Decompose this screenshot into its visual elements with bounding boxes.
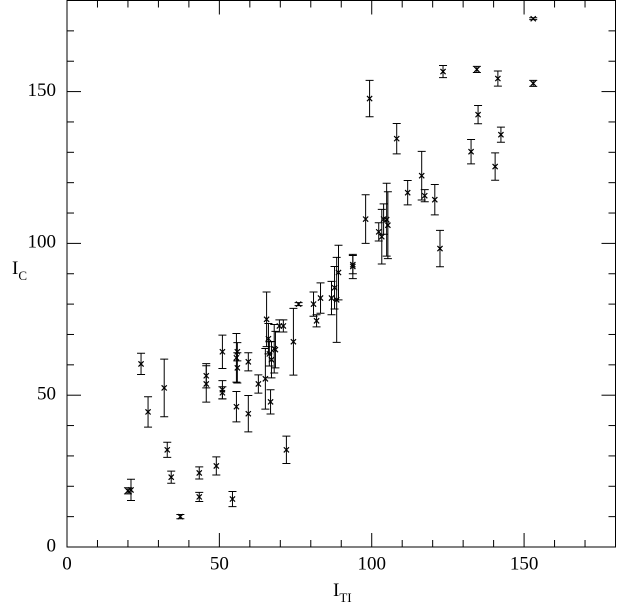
point xyxy=(219,348,226,355)
point xyxy=(168,474,175,481)
point xyxy=(530,15,537,22)
point xyxy=(375,228,382,235)
point xyxy=(255,380,262,387)
point xyxy=(328,295,335,302)
point xyxy=(290,338,297,345)
point xyxy=(349,263,356,270)
point xyxy=(164,446,171,453)
point xyxy=(317,295,324,302)
point xyxy=(262,375,269,382)
point xyxy=(421,192,428,199)
point xyxy=(234,364,241,371)
x-tick-label: 150 xyxy=(510,553,539,574)
y-axis-label: IC xyxy=(12,258,27,283)
x-label-main: I xyxy=(333,580,339,601)
point xyxy=(313,317,320,324)
point xyxy=(229,496,236,503)
point xyxy=(475,111,482,118)
point xyxy=(384,222,391,229)
point xyxy=(335,269,342,276)
point xyxy=(383,216,390,223)
point xyxy=(497,131,504,138)
point xyxy=(265,335,272,342)
y-tick-label: 50 xyxy=(37,384,56,405)
point xyxy=(530,80,537,87)
point xyxy=(431,196,438,203)
point xyxy=(196,469,203,476)
point xyxy=(440,68,447,75)
point xyxy=(161,384,168,391)
point xyxy=(393,135,400,142)
point xyxy=(138,360,145,367)
point xyxy=(213,462,220,469)
y-tick-label: 150 xyxy=(28,80,57,101)
point xyxy=(362,216,369,223)
y-label-main: I xyxy=(12,258,18,279)
point xyxy=(295,301,302,308)
point xyxy=(145,408,152,415)
x-tick-label: 50 xyxy=(210,553,229,574)
point xyxy=(436,245,444,252)
point xyxy=(272,346,279,353)
x-tick-label: 0 xyxy=(62,553,72,574)
point xyxy=(267,398,274,405)
x-axis-label: ITI xyxy=(333,580,352,605)
point xyxy=(492,163,499,170)
point xyxy=(245,410,252,417)
point xyxy=(280,322,287,329)
point xyxy=(233,403,240,410)
point xyxy=(473,66,480,73)
point xyxy=(418,172,425,179)
y-tick-label: 0 xyxy=(47,535,57,556)
point xyxy=(219,389,226,396)
point xyxy=(283,446,290,453)
point xyxy=(263,316,270,323)
point xyxy=(468,148,475,155)
x-tick-label: 100 xyxy=(357,553,386,574)
point xyxy=(378,233,385,240)
point xyxy=(127,486,135,493)
point xyxy=(234,348,241,355)
y-label-sub: C xyxy=(18,268,27,283)
point xyxy=(233,354,240,361)
point xyxy=(203,380,210,387)
point xyxy=(310,301,317,308)
point xyxy=(196,493,203,500)
point xyxy=(268,356,275,363)
x-label-sub: TI xyxy=(339,590,351,605)
point xyxy=(245,358,252,365)
point xyxy=(404,189,411,196)
point xyxy=(177,513,184,520)
y-tick-label: 100 xyxy=(28,232,57,253)
point xyxy=(366,95,373,102)
point xyxy=(494,75,501,82)
